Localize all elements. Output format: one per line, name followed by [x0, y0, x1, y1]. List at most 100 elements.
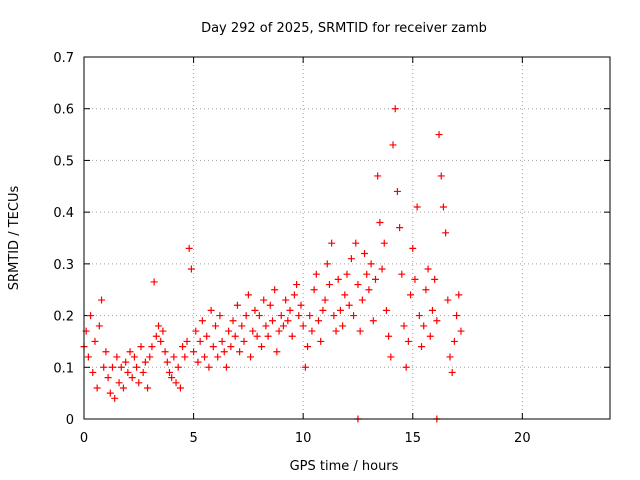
data-point [187, 265, 195, 273]
data-point [115, 379, 123, 387]
data-point [455, 291, 463, 299]
data-point [266, 301, 274, 309]
data-point [290, 291, 298, 299]
data-point [220, 348, 228, 356]
data-point [249, 327, 257, 335]
y-tick-label: 0 [66, 413, 74, 428]
plot-frame [83, 56, 611, 420]
data-point [271, 286, 279, 294]
data-point [117, 363, 125, 371]
y-tick-label: 0.1 [53, 361, 74, 376]
data-point [453, 312, 461, 320]
data-point [312, 270, 320, 278]
data-point [299, 322, 307, 330]
data-point [222, 363, 230, 371]
data-point [227, 343, 235, 351]
data-point [192, 327, 200, 335]
data-point [288, 332, 296, 340]
data-point [446, 353, 454, 361]
y-tick-label: 0.7 [53, 51, 74, 66]
chart-title: Day 292 of 2025, SRMTID for receiver zam… [201, 21, 487, 36]
data-point [367, 260, 375, 268]
data-point [293, 281, 301, 289]
data-point [407, 291, 415, 299]
data-point [198, 317, 206, 325]
x-tick-label: 0 [80, 431, 88, 446]
x-tick-label: 5 [189, 431, 197, 446]
data-point [98, 296, 106, 304]
data-point [284, 317, 292, 325]
data-point [240, 337, 248, 345]
data-point [111, 394, 119, 402]
data-point [170, 353, 178, 361]
data-point [418, 343, 426, 351]
data-point [411, 275, 419, 283]
data-point [137, 343, 145, 351]
y-tick-label: 0.5 [53, 154, 74, 169]
data-point [422, 286, 430, 294]
data-point [122, 358, 130, 366]
data-point [126, 348, 134, 356]
data-point [402, 363, 410, 371]
data-point [258, 343, 266, 351]
data-point [450, 337, 458, 345]
data-point [385, 332, 393, 340]
data-point [380, 239, 388, 247]
data-point [356, 327, 364, 335]
data-point [347, 255, 355, 263]
data-point [387, 353, 395, 361]
data-point [247, 353, 255, 361]
data-point [352, 239, 360, 247]
data-point [201, 353, 209, 361]
data-point [89, 368, 97, 376]
data-point [334, 275, 342, 283]
data-point [350, 312, 358, 320]
data-point [365, 286, 373, 294]
data-point [413, 203, 421, 211]
data-point [185, 244, 193, 252]
data-point [225, 327, 233, 335]
data-point [308, 327, 316, 335]
data-point [152, 332, 160, 340]
data-point [374, 172, 382, 180]
data-point [437, 172, 445, 180]
data-point [135, 379, 143, 387]
data-point [448, 368, 456, 376]
data-point [354, 281, 362, 289]
grid [84, 57, 610, 419]
data-point [275, 327, 283, 335]
data-point [264, 332, 272, 340]
y-tick-label: 0.6 [53, 103, 74, 118]
data-point [113, 353, 121, 361]
data-point [371, 275, 379, 283]
data-point [196, 337, 204, 345]
data-point [236, 348, 244, 356]
data-point [87, 312, 95, 320]
data-point [424, 265, 432, 273]
data-point [106, 389, 114, 397]
data-point [358, 296, 366, 304]
data-point [95, 322, 103, 330]
data-point [442, 229, 450, 237]
data-point [124, 368, 132, 376]
data-point [282, 296, 290, 304]
axis-ticks: 0 5 10 15 20 0 0.1 0.2 0.3 0.4 0.5 0.6 0.7 [53, 51, 610, 446]
data-point [139, 368, 147, 376]
data-point [431, 275, 439, 283]
x-tick-label: 10 [295, 431, 312, 446]
data-point [218, 337, 226, 345]
data-point [205, 363, 213, 371]
data-point [150, 278, 158, 286]
data-point [457, 327, 465, 335]
data-point [393, 187, 401, 195]
data-point [369, 317, 377, 325]
data-point [214, 353, 222, 361]
data-point [332, 327, 340, 335]
data-point [444, 296, 452, 304]
data-point [190, 348, 198, 356]
data-point [163, 358, 171, 366]
data-point [328, 239, 336, 247]
data-point [268, 317, 276, 325]
data-point [420, 322, 428, 330]
